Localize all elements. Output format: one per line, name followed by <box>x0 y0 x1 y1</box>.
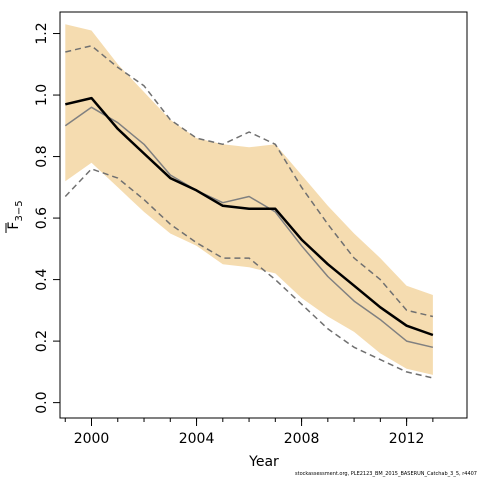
x-tick-label: 2004 <box>179 431 215 447</box>
footer-credit: stockassessment.org, PLE2123_BM_2015_BAS… <box>295 471 477 477</box>
x-axis-title: Year <box>248 454 279 470</box>
x-tick-label: 2000 <box>74 431 110 447</box>
y-axis-title-subscript: 3−5 <box>14 200 25 221</box>
y-tick-label: 1.0 <box>34 84 50 106</box>
y-axis-title-main: F <box>6 222 22 230</box>
y-tick-label: 1.2 <box>34 22 50 44</box>
x-tick-label: 2012 <box>389 431 425 447</box>
plot-frame <box>59 11 468 419</box>
y-axis-title: F3−5 <box>5 200 25 233</box>
dashed-bound-line-2 <box>65 45 434 318</box>
y-tick-label: 0.4 <box>34 268 50 290</box>
svg-text:F3−5: F3−5 <box>6 200 25 229</box>
confidence-band <box>65 24 433 375</box>
x-tick-label: 2008 <box>284 431 320 447</box>
dashed-bound-line-3 <box>64 168 434 379</box>
y-tick-label: 0.0 <box>34 391 50 413</box>
comparison-line-1 <box>64 106 434 349</box>
y-tick-label: 0.6 <box>34 207 50 229</box>
y-tick-label: 0.2 <box>34 330 50 352</box>
y-tick-label: 0.8 <box>34 145 50 167</box>
estimate-line-0 <box>65 96 434 337</box>
